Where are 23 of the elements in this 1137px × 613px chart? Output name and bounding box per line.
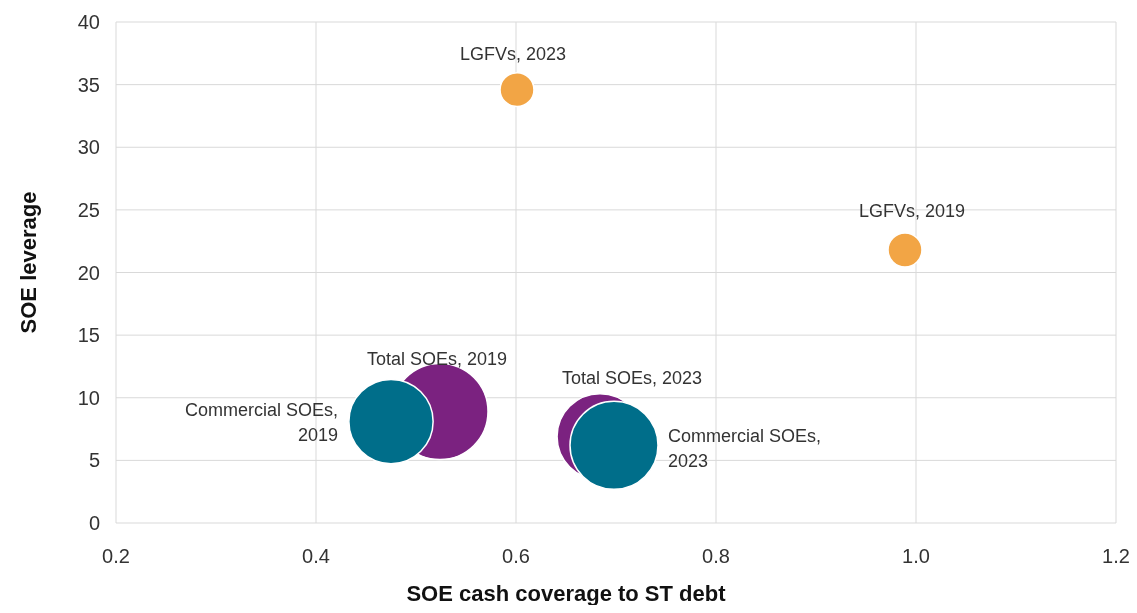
y-tick-label: 5: [88, 449, 100, 472]
annotation: LGFVs, 2023: [459, 43, 567, 64]
annotation: LGFVs, 2019: [858, 200, 966, 221]
x-tick-label: 0.6: [502, 545, 530, 567]
x-tick-label: 0.4: [302, 545, 330, 567]
annotation: Commercial SOEs, 2023: [668, 426, 822, 471]
annotation: Total SOEs, 2023: [561, 368, 703, 388]
y-tick-label: 25: [77, 198, 100, 221]
annotation: Commercial SOEs, 2019: [184, 399, 338, 445]
x-axis-title: SOE cash coverage to ST debt: [406, 581, 727, 606]
annotation: Total SOEs, 2019: [366, 349, 508, 369]
y-tick-label: 40: [77, 11, 100, 33]
y-axis-title: SOE leverage: [16, 191, 41, 334]
x-tick-label: 1.2: [1102, 545, 1130, 567]
y-tick-label: 35: [77, 73, 100, 96]
y-tick-label: 20: [77, 261, 100, 284]
x-tick-label: 0.2: [102, 545, 130, 567]
x-tick-label: 1.0: [902, 545, 930, 567]
y-tick-label: 30: [77, 136, 100, 159]
x-tick-label: 0.8: [702, 545, 730, 567]
y-tick-label: 0: [88, 512, 100, 534]
y-tick-label: 10: [77, 386, 100, 409]
y-tick-label: 15: [77, 324, 100, 347]
